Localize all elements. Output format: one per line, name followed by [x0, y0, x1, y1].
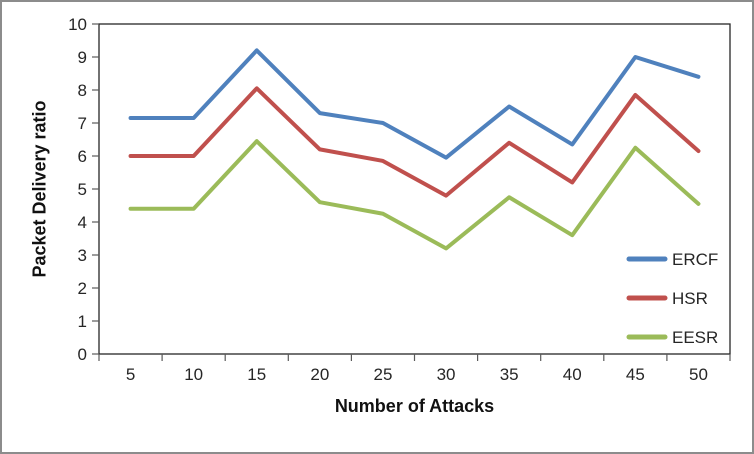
y-tick-label: 9	[78, 48, 87, 67]
y-tick-label: 3	[78, 246, 87, 265]
x-tick-label: 5	[126, 365, 135, 384]
x-tick-label: 15	[247, 365, 266, 384]
x-tick-label: 20	[310, 365, 329, 384]
x-tick-label: 25	[373, 365, 392, 384]
y-tick-label: 10	[68, 15, 87, 34]
legend-label-eesr: EESR	[672, 328, 718, 347]
y-tick-label: 6	[78, 147, 87, 166]
x-tick-label: 10	[184, 365, 203, 384]
y-tick-label: 8	[78, 81, 87, 100]
x-tick-label: 40	[563, 365, 582, 384]
x-tick-label: 45	[626, 365, 645, 384]
legend-label-hsr: HSR	[672, 289, 708, 308]
y-tick-label: 7	[78, 114, 87, 133]
y-tick-label: 1	[78, 312, 87, 331]
series-line-ercf	[128, 48, 701, 160]
series-line-eesr	[128, 139, 701, 251]
x-tick-label: 35	[500, 365, 519, 384]
y-tick-label: 2	[78, 279, 87, 298]
x-tick-label: 50	[689, 365, 708, 384]
y-tick-label: 4	[78, 213, 87, 232]
legend-label-ercf: ERCF	[672, 250, 718, 269]
y-tick-label: 5	[78, 180, 87, 199]
plot-border	[98, 23, 731, 355]
x-axis-title: Number of Attacks	[334, 396, 495, 416]
x-tick-label: 30	[437, 365, 456, 384]
series-line-hsr	[128, 86, 701, 198]
y-axis-title: Packet Delivery ratio	[29, 100, 50, 278]
y-tick-label: 0	[78, 345, 87, 364]
